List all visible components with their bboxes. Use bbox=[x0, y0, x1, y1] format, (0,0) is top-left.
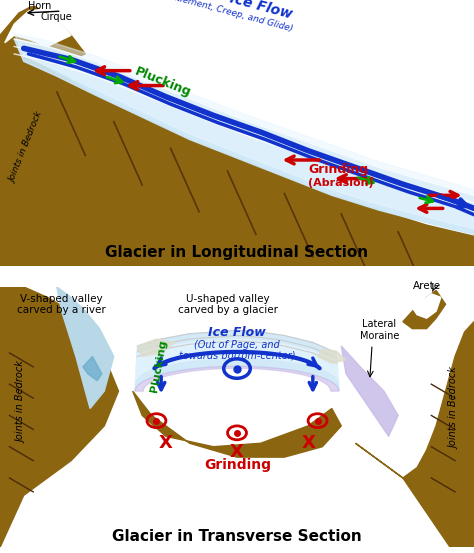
Text: Glacier in Longitudinal Section: Glacier in Longitudinal Section bbox=[105, 246, 369, 260]
Text: Horn: Horn bbox=[28, 1, 52, 11]
Polygon shape bbox=[341, 346, 398, 436]
Polygon shape bbox=[412, 294, 441, 318]
Text: (Abrasion): (Abrasion) bbox=[308, 178, 374, 188]
Text: X: X bbox=[301, 434, 315, 452]
Polygon shape bbox=[135, 366, 339, 391]
Polygon shape bbox=[135, 330, 339, 391]
Text: Ice Flow: Ice Flow bbox=[228, 0, 293, 22]
Text: Joints in Bedrock: Joints in Bedrock bbox=[8, 110, 45, 184]
Text: Ice Flow: Ice Flow bbox=[208, 326, 266, 338]
Text: Plucking: Plucking bbox=[133, 65, 193, 100]
Text: Joints in Bedrock: Joints in Bedrock bbox=[16, 361, 27, 442]
Text: Glacier in Transverse Section: Glacier in Transverse Section bbox=[112, 529, 362, 544]
Polygon shape bbox=[356, 322, 474, 547]
Polygon shape bbox=[14, 39, 474, 234]
Polygon shape bbox=[19, 50, 104, 95]
Text: U-shaped valley
carved by a glacier: U-shaped valley carved by a glacier bbox=[178, 294, 277, 315]
Polygon shape bbox=[318, 349, 346, 363]
Polygon shape bbox=[14, 33, 474, 229]
Polygon shape bbox=[133, 391, 341, 457]
Polygon shape bbox=[135, 339, 339, 383]
Text: Grinding: Grinding bbox=[308, 163, 368, 176]
Text: (Out of Page, and: (Out of Page, and bbox=[194, 340, 280, 349]
Polygon shape bbox=[403, 290, 446, 328]
Text: Plucking: Plucking bbox=[149, 339, 168, 393]
Text: (From Settlement, Creep, and Glide): (From Settlement, Creep, and Glide) bbox=[133, 0, 294, 34]
Polygon shape bbox=[0, 287, 118, 547]
Text: Grinding: Grinding bbox=[204, 458, 271, 472]
Text: Cirque: Cirque bbox=[40, 12, 72, 23]
Text: X: X bbox=[159, 434, 173, 452]
Text: Joints in Bedrock: Joints in Bedrock bbox=[450, 368, 460, 450]
Polygon shape bbox=[137, 339, 175, 356]
Text: Lateral
Moraine: Lateral Moraine bbox=[359, 319, 399, 341]
Polygon shape bbox=[0, 50, 474, 266]
Text: towards bottom-center): towards bottom-center) bbox=[179, 350, 295, 360]
Polygon shape bbox=[0, 6, 85, 65]
Text: X: X bbox=[230, 443, 244, 461]
Polygon shape bbox=[83, 356, 102, 380]
Text: V-shaped valley
carved by a river: V-shaped valley carved by a river bbox=[17, 294, 106, 315]
Polygon shape bbox=[57, 287, 114, 409]
Polygon shape bbox=[5, 9, 71, 46]
Text: Arete: Arete bbox=[412, 281, 441, 291]
